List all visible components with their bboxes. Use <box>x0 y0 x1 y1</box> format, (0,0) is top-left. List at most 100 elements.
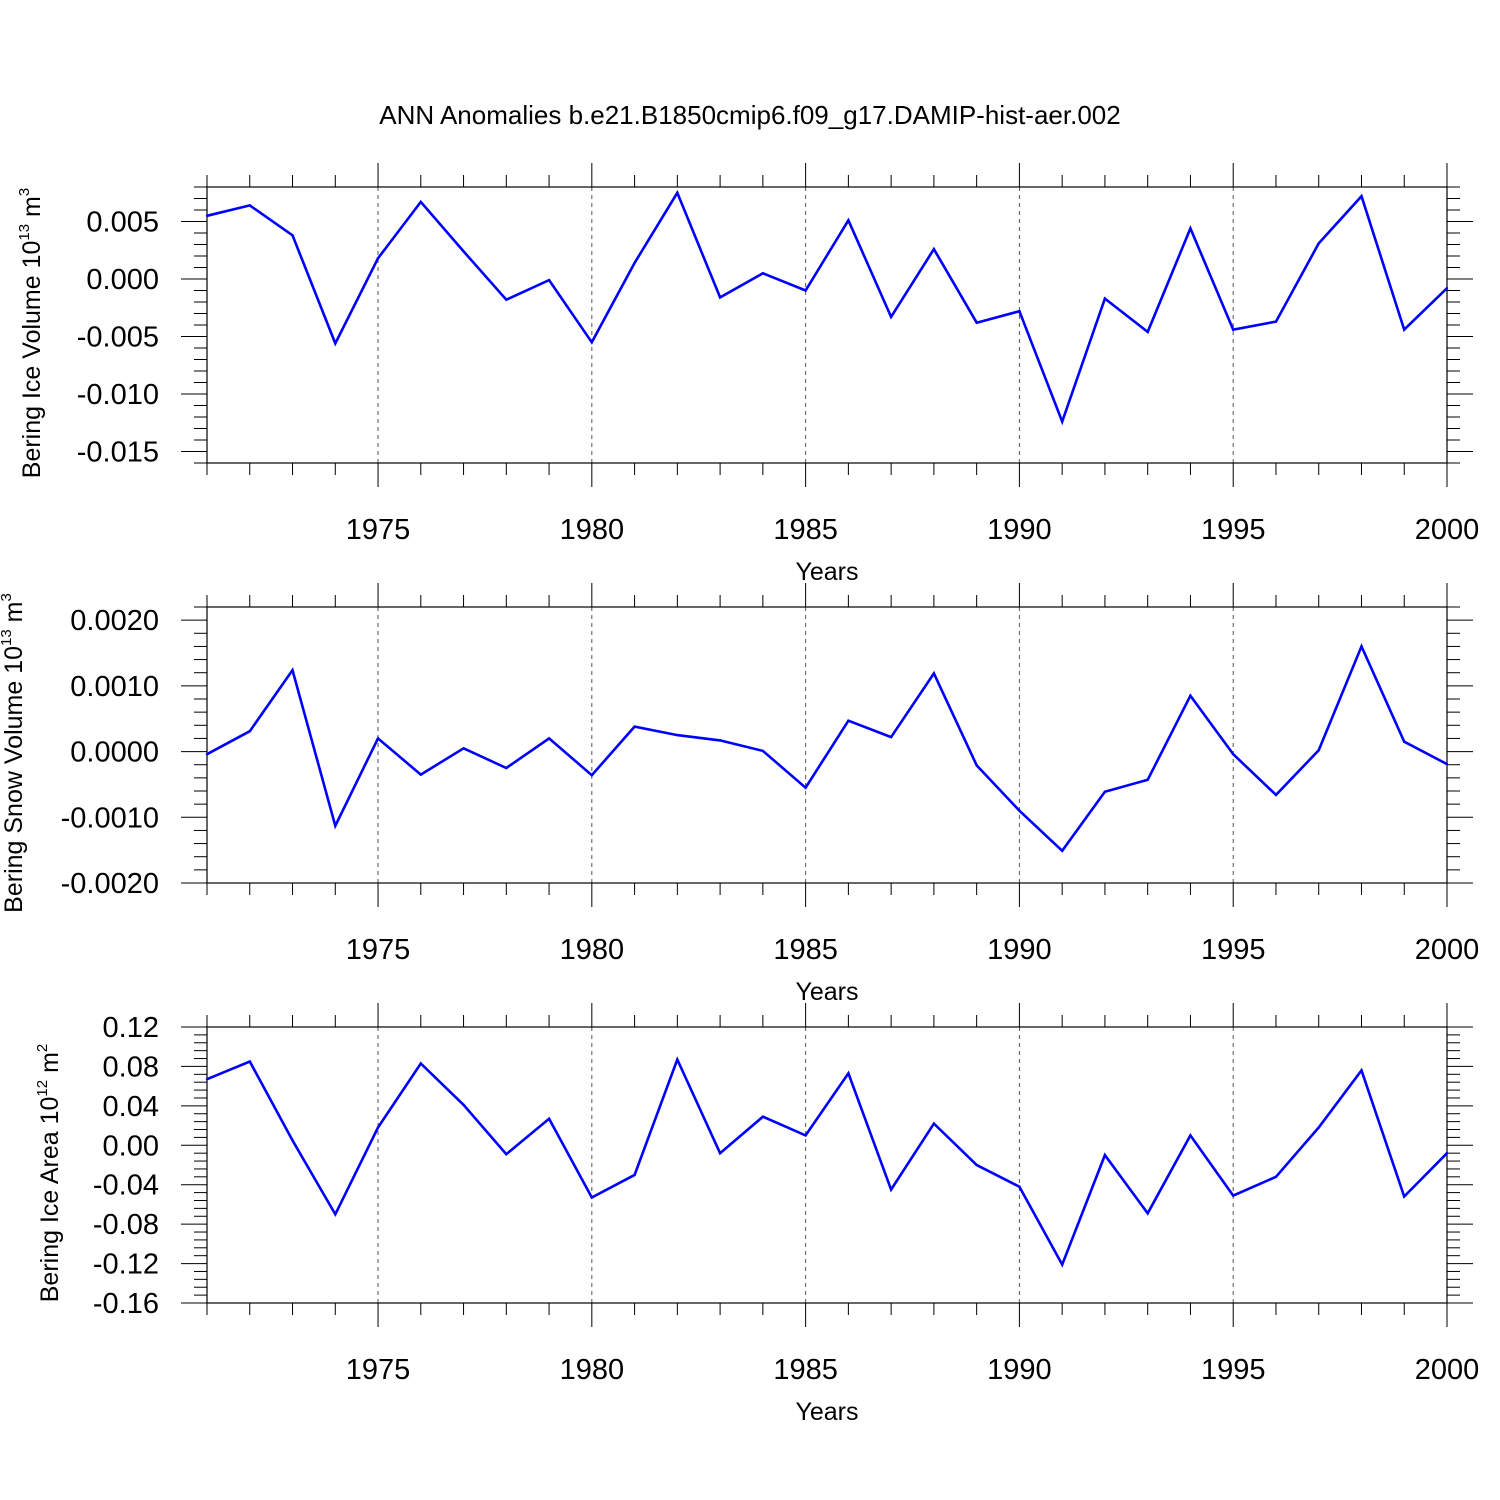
ice-volume-x-tick-label: 1980 <box>560 514 625 546</box>
snow-volume-y-tick-label: 0.0010 <box>70 671 159 703</box>
ice-volume-x-axis-label: Years <box>795 558 858 586</box>
ice-area-data-point <box>462 1103 465 1107</box>
ice-volume-x-tick-label: 1995 <box>1201 514 1266 546</box>
snow-volume-data-point <box>761 749 765 753</box>
ice-area-data-point <box>676 1058 679 1061</box>
ice-volume-data-point <box>1274 320 1278 323</box>
ice-area-y-axis-label: Bering Ice Area 1012 m2 <box>34 1044 64 1303</box>
snow-volume-data-point <box>547 737 551 740</box>
ice-volume-data-point <box>505 298 508 301</box>
snow-volume-data-point <box>932 672 936 675</box>
snow-volume-y-tick-label: -0.0020 <box>61 868 159 900</box>
ice-area-x-tick-label: 1975 <box>346 1354 411 1386</box>
ice-volume-data-point <box>804 289 807 292</box>
ice-volume-ylabel-main: Bering Ice Volume 10 <box>18 241 46 479</box>
ice-area-ylabel-exp: 12 <box>34 1080 51 1097</box>
snow-volume-data-point <box>1060 849 1064 852</box>
ice-area-data-point <box>761 1115 765 1118</box>
ice-area-x-tick-label: 1985 <box>773 1354 838 1386</box>
ice-area-data-point <box>889 1188 893 1191</box>
ice-area-x-tick-label: 1980 <box>560 1354 625 1386</box>
ice-area-data-point <box>847 1072 850 1075</box>
ice-volume-x-tick-label: 1975 <box>346 514 411 546</box>
ice-volume-data-point <box>1403 328 1406 331</box>
ice-area-ylabel-unit: m <box>36 1052 64 1073</box>
ice-volume-data-point <box>419 200 422 204</box>
ice-volume-y-tick-label: -0.005 <box>77 322 159 354</box>
snow-volume-data-point <box>205 753 209 756</box>
snow-volume-panel: Bering Snow Volume 1013 m3 Years 0.0020 0… <box>0 583 1479 1006</box>
ice-volume-data-point <box>1445 287 1449 290</box>
snow-volume-data-point <box>633 725 636 728</box>
ice-area-x-tick-label: 1990 <box>987 1354 1052 1386</box>
ice-area-data-point <box>505 1152 508 1156</box>
ice-volume-y-tick-label: 0.000 <box>86 264 159 296</box>
snow-volume-ylabel-exp: 13 <box>0 629 15 646</box>
snow-volume-data-point <box>505 766 508 770</box>
snow-volume-data-point <box>1018 809 1021 812</box>
snow-volume-y-axis-label: Bering Snow Volume 1013 m3 <box>0 593 28 913</box>
ice-area-data-point <box>718 1151 722 1155</box>
ice-area-y-tick-label: 0.04 <box>103 1091 159 1123</box>
snow-volume-data-point <box>1232 753 1235 756</box>
snow-volume-data-point <box>1317 749 1320 752</box>
snow-volume-data-point <box>248 730 251 733</box>
ice-volume-data-point <box>1146 330 1149 334</box>
ice-volume-y-tick-label: -0.010 <box>77 379 159 411</box>
ice-area-y-tick-label: -0.08 <box>93 1209 159 1241</box>
ice-volume-data-point <box>376 257 380 260</box>
ice-area-data-point <box>291 1139 294 1142</box>
ice-volume-data-point <box>1232 328 1235 331</box>
ice-volume-ylabel-unit: m <box>18 196 46 217</box>
snow-volume-data-point <box>889 735 893 739</box>
ice-area-data-point <box>932 1122 936 1125</box>
ice-area-data-point <box>1445 1151 1449 1155</box>
snow-volume-data-point <box>847 719 850 722</box>
ice-volume-data-point <box>975 321 978 324</box>
ice-area-x-tick-label: 2000 <box>1415 1354 1480 1386</box>
ice-area-y-tick-label: -0.12 <box>93 1249 159 1281</box>
snow-volume-x-axis-label: Years <box>795 978 858 1006</box>
ice-volume-data-point <box>718 296 722 299</box>
ice-area-data-point <box>1317 1126 1320 1129</box>
snow-volume-data-point <box>1146 778 1149 782</box>
snow-volume-ylabel-unit-exp: 3 <box>0 593 15 601</box>
snow-volume-x-tick-label: 1985 <box>773 934 838 966</box>
ice-volume-data-point <box>248 204 251 207</box>
snow-volume-x-tick-label: 1995 <box>1201 934 1266 966</box>
snow-volume-data-point <box>1360 645 1363 648</box>
ice-volume-series-line <box>206 189 1448 426</box>
ice-area-data-point <box>1232 1194 1235 1197</box>
ice-area-ylabel-unit-exp: 2 <box>34 1044 51 1052</box>
snow-volume-data-point <box>1189 694 1192 697</box>
ice-area-data-point <box>590 1196 594 1199</box>
snow-volume-data-point <box>676 733 679 737</box>
snow-volume-x-tick-label: 2000 <box>1415 934 1480 966</box>
ice-area-data-point <box>1189 1134 1192 1137</box>
ice-volume-data-point <box>590 341 594 344</box>
ice-area-data-point <box>547 1117 551 1120</box>
snow-volume-y-tick-label: -0.0010 <box>61 802 159 834</box>
snow-volume-data-point <box>804 786 807 789</box>
ice-volume-x-tick-label: 2000 <box>1415 514 1480 546</box>
ice-area-data-point <box>248 1060 251 1063</box>
ice-area-data-point <box>334 1213 337 1216</box>
ice-volume-data-point <box>1189 227 1192 230</box>
snow-volume-series-line <box>206 643 1448 853</box>
snow-volume-data-point <box>462 747 465 750</box>
ice-area-y-tick-label: 0.08 <box>103 1051 159 1083</box>
ice-volume-ylabel-unit-exp: 3 <box>16 188 33 196</box>
ice-volume-panel: Bering Ice Volume 1013 m3 Years 0.005 0.0… <box>16 163 1479 586</box>
snow-volume-ylabel-unit: m <box>0 602 28 623</box>
ice-area-data-point <box>1360 1069 1363 1072</box>
ice-area-y-tick-label: -0.04 <box>93 1170 159 1202</box>
snow-volume-data-point <box>419 773 422 776</box>
figure-title: ANN Anomalies b.e21.B1850cmip6.f09_g17.D… <box>379 100 1120 130</box>
ice-volume-data-point <box>633 261 636 265</box>
ice-volume-data-point <box>462 250 465 253</box>
snow-volume-y-tick-label: 0.0000 <box>70 737 159 769</box>
ice-volume-data-point <box>761 272 765 275</box>
ice-area-plot-frame <box>206 1026 1448 1304</box>
ice-area-data-point <box>633 1173 636 1177</box>
ice-volume-ylabel-exp: 13 <box>16 224 33 241</box>
